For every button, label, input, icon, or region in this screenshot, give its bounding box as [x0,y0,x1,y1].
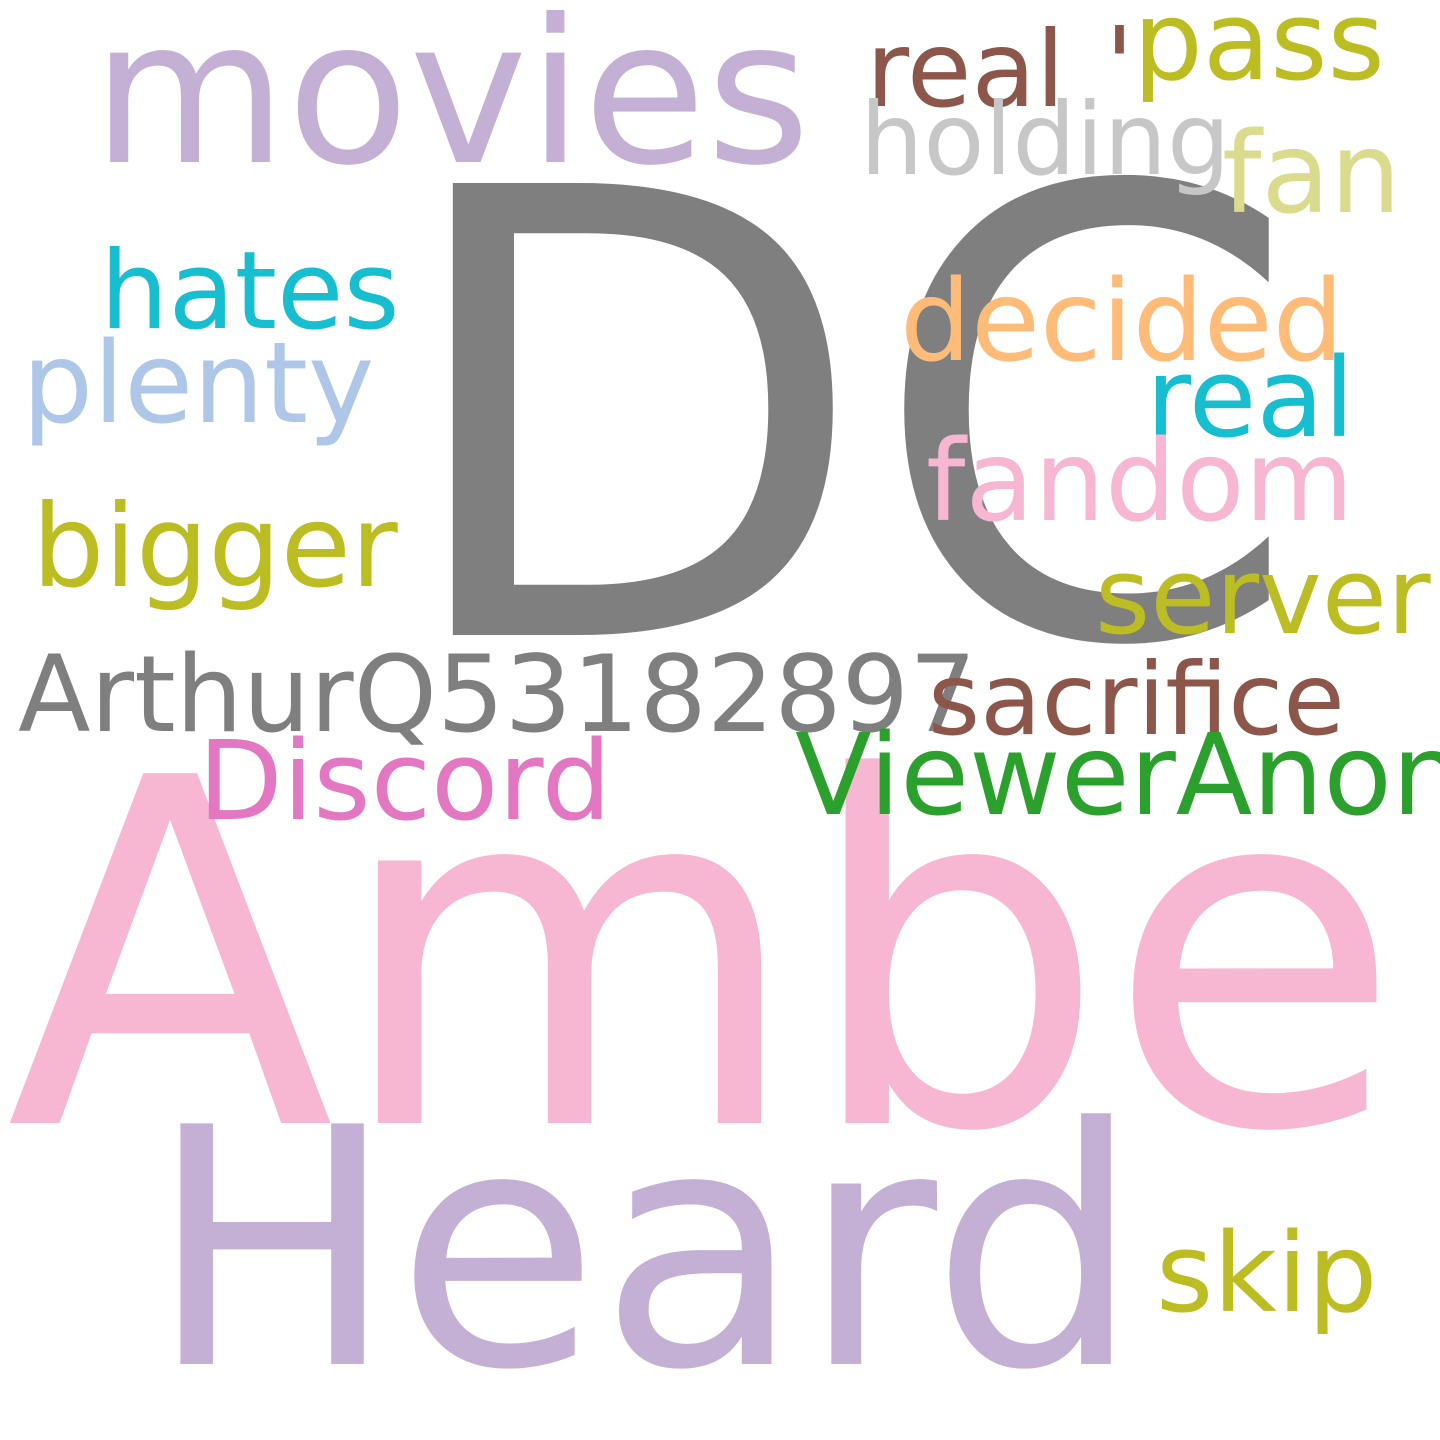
word-movies: movies [92,0,811,210]
word-sacrifice: sacrifice [928,641,1345,758]
word-skip: skip [1156,1209,1378,1337]
word-dc: DC [392,61,1303,782]
word-hates: hates [100,229,400,354]
word-real-2: real [1146,334,1355,462]
word-real-1: real [866,9,1065,131]
word-discord: Discord [198,717,612,845]
word-plenty: plenty [22,319,375,449]
word-server: server [1095,535,1431,658]
word-fandom: fandom [926,417,1354,547]
word-amber: Amber [6,678,1440,1237]
word-arthur: ArthurQ53182897 [18,633,977,756]
word-fan: fan [1222,109,1402,239]
word-decided: decided [900,257,1344,387]
word-holding: holding [860,81,1231,198]
word-heard: Heard [148,1058,1141,1440]
word-viewer-anon: ViewerAnon [795,711,1440,841]
word-apostrophe: ' [1105,5,1134,127]
word-bigger: bigger [32,480,398,613]
word-pass: pass [1133,0,1385,105]
